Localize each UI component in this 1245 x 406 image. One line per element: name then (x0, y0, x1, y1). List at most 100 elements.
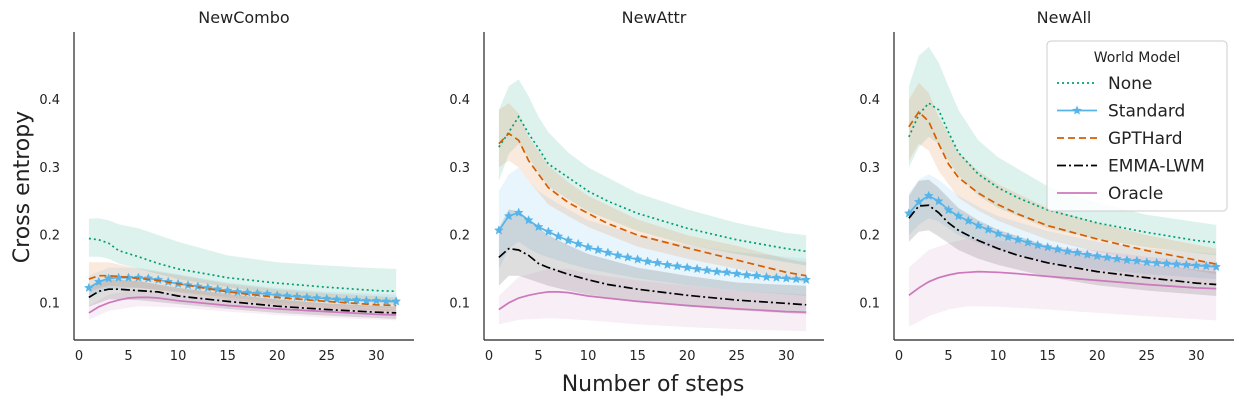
legend-label: Standard (1108, 102, 1185, 122)
band-gpthard (908, 82, 1217, 275)
data-point-standard (1211, 261, 1221, 272)
data-point-standard (321, 293, 332, 303)
y-tick-label: 0.1 (39, 296, 60, 311)
data-point-standard (593, 244, 603, 255)
data-point-standard (923, 190, 934, 200)
data-point-standard (692, 263, 702, 274)
band-standard (908, 174, 1217, 280)
y-tick-label: 0.3 (39, 161, 60, 176)
data-point-standard (741, 269, 752, 280)
legend-marker (1072, 105, 1082, 115)
data-point-standard (533, 221, 544, 232)
y-tick-label: 0.3 (859, 161, 880, 176)
legend: World Model None Standard GPTHard EMMA-LWM Or… (1046, 40, 1228, 212)
legend-title: World Model (1094, 50, 1181, 66)
data-point-standard (702, 265, 712, 275)
y-tick-label: 0.4 (449, 93, 470, 108)
data-point-standard (123, 272, 134, 282)
data-point-standard (1191, 260, 1202, 270)
x-tick-label: 0 (485, 349, 493, 364)
data-point-standard (913, 196, 924, 207)
panel-newall: NewAll 0 5 10 15 20 25 30 0.1 0.2 0.3 0.4 (859, 8, 1234, 364)
x-axis-label: Number of steps (562, 372, 745, 397)
series-line-oracle (908, 270, 1217, 296)
data-point-standard (1042, 242, 1053, 252)
x-tick-label: 0 (895, 349, 903, 364)
data-point-standard (563, 235, 574, 245)
data-point-standard (622, 252, 633, 262)
data-point-standard (351, 294, 362, 305)
x-tick-label: 20 (269, 349, 286, 364)
data-point-standard (781, 273, 792, 283)
y-tick-label: 0.4 (39, 93, 60, 108)
band-gpthard (498, 103, 807, 283)
data-point-standard (761, 271, 772, 282)
data-point-standard (331, 294, 342, 304)
y-tick-label: 0.2 (449, 229, 470, 244)
legend-label: EMMA-LWM (1108, 157, 1205, 177)
data-point-standard (603, 247, 613, 257)
data-point-standard (513, 207, 524, 217)
data-point-standard (381, 296, 392, 306)
band-oracle (88, 289, 397, 321)
data-point-standard (1112, 253, 1122, 263)
data-point-standard (391, 296, 401, 306)
band-emma-lwm (908, 179, 1217, 296)
data-point-standard (771, 272, 782, 282)
data-point-standard (93, 276, 104, 286)
x-tick-label: 25 (1138, 349, 1155, 364)
data-point-standard (751, 270, 762, 280)
data-point-standard (801, 274, 811, 284)
data-point-standard (543, 226, 554, 236)
data-point-standard (1003, 231, 1013, 242)
band-gpthard (88, 262, 397, 312)
data-point-standard (1052, 244, 1063, 254)
series-line-gpthard (88, 274, 397, 307)
data-point-standard (361, 295, 372, 305)
data-point-standard (494, 225, 504, 235)
x-tick-label: 30 (778, 349, 795, 364)
series-line-gpthard (908, 110, 1217, 266)
band-oracle (498, 268, 807, 332)
data-point-standard (712, 266, 722, 276)
data-point-standard (983, 224, 993, 234)
data-point-standard (993, 228, 1003, 238)
data-point-standard (731, 268, 742, 278)
series-line-oracle (88, 296, 397, 316)
data-point-standard (933, 196, 944, 206)
panel-newattr: NewAttr 0 5 10 15 20 25 30 0.1 0.2 0.3 0.4 (449, 8, 824, 364)
data-point-standard (662, 259, 673, 270)
data-point-standard (722, 267, 732, 277)
y-tick-label: 0.2 (39, 229, 60, 244)
data-point-standard (523, 215, 534, 225)
data-point-standard (1022, 237, 1033, 247)
x-tick-label: 20 (679, 349, 696, 364)
series-line-gpthard (498, 132, 807, 277)
x-tick-label: 15 (1039, 349, 1056, 364)
x-tick-label: 30 (368, 349, 385, 364)
panel-title: NewCombo (198, 8, 289, 27)
data-point-standard (1072, 247, 1083, 257)
data-point-standard (642, 256, 653, 266)
data-point-standard (312, 292, 322, 303)
y-tick-label: 0.4 (859, 93, 880, 108)
panel-newcombo: NewCombo 0 5 10 15 20 25 30 0.1 0.2 0.3 0.4 (39, 8, 414, 364)
data-point-standard (791, 273, 802, 284)
series-line-emma-lwm (88, 288, 397, 314)
data-point-standard (682, 262, 693, 272)
x-tick-label: 0 (75, 349, 83, 364)
data-point-standard (1171, 259, 1182, 269)
data-point-standard (943, 204, 954, 215)
data-point-standard (1201, 261, 1212, 271)
data-point-standard (672, 261, 683, 271)
data-point-standard (1013, 234, 1023, 244)
data-point-standard (1092, 250, 1103, 261)
series-line-oracle (498, 291, 807, 314)
data-point-standard (371, 295, 382, 305)
y-tick-label: 0.1 (859, 296, 880, 311)
data-point-standard (1032, 240, 1043, 250)
legend-label: None (1108, 74, 1152, 94)
legend-label: GPTHard (1108, 129, 1183, 149)
data-point-standard (84, 282, 94, 293)
